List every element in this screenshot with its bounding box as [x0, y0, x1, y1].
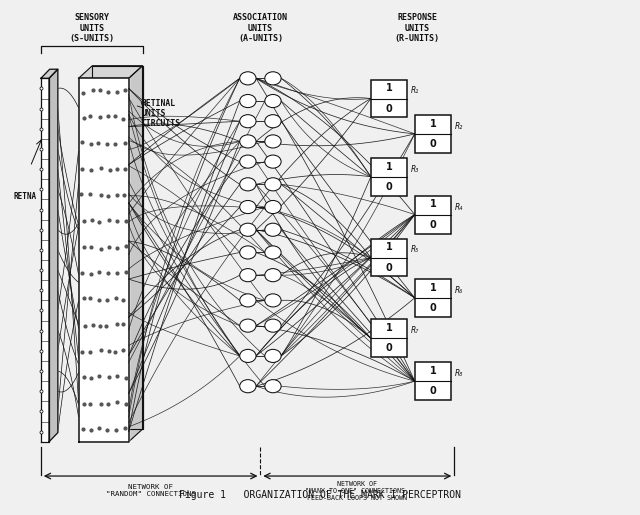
Circle shape	[240, 246, 256, 259]
Text: 0: 0	[429, 139, 436, 149]
Bar	[415, 115, 451, 153]
Text: R₁: R₁	[411, 87, 419, 95]
Text: NETWORK OF
"MANY-TO-ONE" CONNECTIONS,
FEED-BACK LOOPS NOT SHOWN: NETWORK OF "MANY-TO-ONE" CONNECTIONS, FE…	[305, 481, 410, 501]
Text: R₂: R₂	[455, 122, 463, 131]
Circle shape	[240, 200, 256, 214]
Text: ASSOCIATION
UNITS
(A-UNITS): ASSOCIATION UNITS (A-UNITS)	[233, 13, 288, 43]
Bar	[415, 362, 451, 400]
Bar	[371, 238, 407, 277]
Text: RETINAL
UNITS
CIRCUITS: RETINAL UNITS CIRCUITS	[141, 98, 180, 128]
Bar	[371, 319, 407, 357]
Circle shape	[240, 380, 256, 393]
Text: Figure 1   ORGANIZATION OF THE MARK I PERCEPTRON: Figure 1 ORGANIZATION OF THE MARK I PERC…	[179, 490, 461, 500]
Text: 0: 0	[386, 263, 392, 273]
Text: R₇: R₇	[411, 326, 419, 335]
Circle shape	[240, 94, 256, 108]
Text: 1: 1	[386, 83, 392, 93]
Circle shape	[240, 349, 256, 363]
Text: 0: 0	[429, 303, 436, 313]
Text: 1: 1	[386, 323, 392, 333]
Bar	[415, 279, 451, 317]
Bar	[371, 158, 407, 196]
Text: SENSORY
UNITS
(S-UNITS): SENSORY UNITS (S-UNITS)	[69, 13, 114, 43]
Circle shape	[265, 319, 281, 332]
Polygon shape	[129, 66, 143, 442]
Polygon shape	[79, 78, 129, 442]
Text: 1: 1	[386, 162, 392, 171]
Circle shape	[240, 319, 256, 332]
Circle shape	[265, 155, 281, 168]
Circle shape	[240, 155, 256, 168]
Bar	[371, 80, 407, 117]
Bar	[415, 196, 451, 233]
Circle shape	[265, 135, 281, 148]
Circle shape	[265, 200, 281, 214]
Circle shape	[265, 246, 281, 259]
Text: 1: 1	[386, 242, 392, 252]
Circle shape	[265, 178, 281, 191]
Circle shape	[265, 349, 281, 363]
Text: 0: 0	[429, 386, 436, 397]
Circle shape	[265, 115, 281, 128]
Circle shape	[240, 135, 256, 148]
Polygon shape	[41, 78, 49, 442]
Polygon shape	[49, 69, 58, 442]
Polygon shape	[92, 66, 143, 429]
Circle shape	[240, 178, 256, 191]
Text: 1: 1	[429, 199, 436, 210]
Polygon shape	[79, 66, 143, 78]
Text: RESPONSE
UNITS
(R-UNITS): RESPONSE UNITS (R-UNITS)	[395, 13, 440, 43]
Text: R₈: R₈	[455, 369, 463, 378]
Text: 0: 0	[429, 220, 436, 230]
Text: R₄: R₄	[455, 202, 463, 212]
Circle shape	[240, 294, 256, 307]
Circle shape	[240, 72, 256, 85]
Text: 1: 1	[429, 118, 436, 129]
Text: R₃: R₃	[411, 165, 419, 174]
Circle shape	[265, 380, 281, 393]
Text: RETNA: RETNA	[14, 193, 37, 201]
Polygon shape	[41, 69, 58, 78]
Circle shape	[265, 269, 281, 282]
Text: 0: 0	[386, 344, 392, 353]
Circle shape	[265, 94, 281, 108]
Text: NETWORK OF
"RANDOM" CONNECTIONS: NETWORK OF "RANDOM" CONNECTIONS	[106, 484, 196, 496]
Circle shape	[265, 72, 281, 85]
Text: R₆: R₆	[455, 286, 463, 295]
Circle shape	[265, 294, 281, 307]
Circle shape	[240, 269, 256, 282]
Text: 0: 0	[386, 182, 392, 192]
Text: R₅: R₅	[411, 246, 419, 254]
Text: 1: 1	[429, 366, 436, 376]
Text: 1: 1	[429, 283, 436, 293]
Text: 0: 0	[386, 104, 392, 114]
Circle shape	[240, 115, 256, 128]
Circle shape	[240, 223, 256, 236]
Circle shape	[265, 223, 281, 236]
